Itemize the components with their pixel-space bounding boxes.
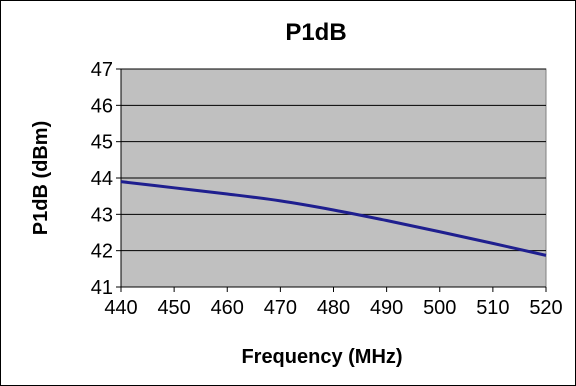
x-tick-label-450: 450 xyxy=(157,297,190,319)
x-tick-label-510: 510 xyxy=(476,297,509,319)
y-tick-label-41: 41 xyxy=(91,277,113,299)
x-ticks: 440 450 460 470 480 490 500 510 520 xyxy=(104,287,563,319)
y-tick-label-46: 46 xyxy=(91,95,113,117)
y-axis-title: P1dB (dBm) xyxy=(30,121,52,235)
series-line-0 xyxy=(120,180,547,257)
x-tick-label-500: 500 xyxy=(423,297,456,319)
y-tick-label-44: 44 xyxy=(91,168,113,190)
chart-title: P1dB xyxy=(285,19,346,46)
x-tick-label-460: 460 xyxy=(211,297,244,319)
y-tick-label-45: 45 xyxy=(91,132,113,154)
x-tick-label-520: 520 xyxy=(529,297,562,319)
y-tick-label-42: 42 xyxy=(91,241,113,263)
y-tick-label-47: 47 xyxy=(91,59,113,81)
series-layer xyxy=(120,180,547,257)
x-tick-label-470: 470 xyxy=(264,297,297,319)
x-tick-label-490: 490 xyxy=(370,297,403,319)
x-tick-label-480: 480 xyxy=(317,297,350,319)
x-tick-label-440: 440 xyxy=(104,297,137,319)
x-axis-title: Frequency (MHz) xyxy=(241,346,402,368)
y-tick-label-43: 43 xyxy=(91,204,113,226)
grid-lines xyxy=(121,68,546,252)
y-ticks: 41 42 43 44 45 46 47 xyxy=(91,59,121,299)
